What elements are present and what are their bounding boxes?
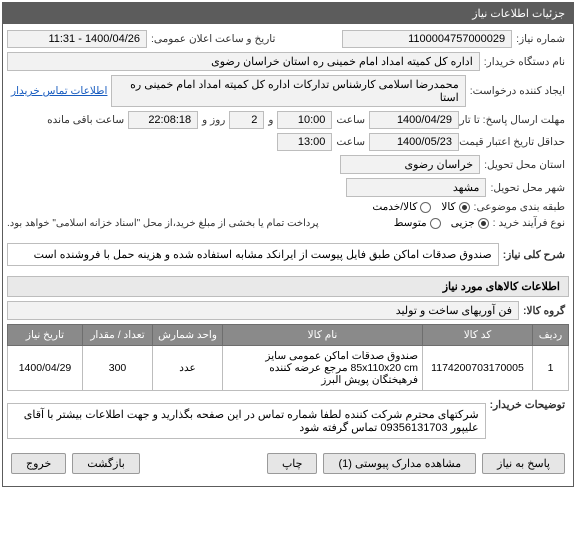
contact-link[interactable]: اطلاعات تماس خریدار — [7, 85, 111, 97]
cell-date: 1400/04/29 — [8, 346, 83, 391]
footer-bar: پاسخ به نیاز مشاهده مدارک پیوستی (1) چاپ… — [7, 447, 569, 480]
cell-code: 1174200703170005 — [423, 346, 533, 391]
group-value: فن آوریهای ساخت و تولید — [7, 301, 519, 320]
class-kala-label: کالا — [441, 201, 455, 213]
cell-unit: عدد — [153, 346, 223, 391]
th-name: نام کالا — [223, 325, 423, 346]
cell-qty: 300 — [83, 346, 153, 391]
reply-button[interactable]: پاسخ به نیاز — [482, 453, 565, 474]
back-button[interactable]: بازگشت — [72, 453, 140, 474]
days-label: روز و — [198, 114, 229, 126]
summary-text: صندوق صدقات اماکن طبق فایل پیوست از ایرا… — [7, 243, 499, 266]
goods-section-title: اطلاعات کالاهای مورد نیاز — [7, 276, 569, 297]
process-joz-radio[interactable]: جزیی — [451, 217, 489, 229]
radio-checked-icon — [459, 202, 470, 213]
requester-value: محمدرضا اسلامی کارشناس تدارکات اداره کل … — [111, 75, 465, 107]
class-radio-group: کالا کالا/خدمت — [372, 201, 469, 213]
days-value: 2 — [229, 111, 264, 129]
process-joz-label: جزیی — [451, 217, 475, 229]
th-date: تاریخ نیاز — [8, 325, 83, 346]
validity-date: 1400/05/23 — [369, 133, 459, 151]
buyer-note-label: توضیحات خریدار: — [486, 399, 569, 411]
table-header-row: ردیف کد کالا نام کالا واحد شمارش تعداد /… — [8, 325, 569, 346]
class-khadamat-radio[interactable]: کالا/خدمت — [372, 201, 431, 213]
time-label-1: ساعت — [332, 114, 369, 126]
city-value: مشهد — [346, 178, 486, 197]
remain-label: ساعت باقی مانده — [43, 114, 128, 126]
payment-note: پرداخت تمام یا بخشی از مبلغ خرید،از محل … — [7, 218, 325, 229]
process-label: نوع فرآیند خرید : — [489, 217, 569, 229]
radio-checked-icon — [478, 218, 489, 229]
goods-table: ردیف کد کالا نام کالا واحد شمارش تعداد /… — [7, 324, 569, 391]
province-value: خراسان رضوی — [340, 155, 480, 174]
buyer-note-text: شرکتهای محترم شرکت کننده لطفا شماره تماس… — [7, 403, 486, 439]
table-row: 1 1174200703170005 صندوق صدقات اماکن عمو… — [8, 346, 569, 391]
remain-time: 22:08:18 — [128, 111, 198, 129]
requester-label: ایجاد کننده درخواست: — [466, 85, 569, 97]
deadline-time: 10:00 — [277, 111, 332, 129]
and-label: و — [264, 114, 277, 126]
validity-time: 13:00 — [277, 133, 332, 151]
deadline-date: 1400/04/29 — [369, 111, 459, 129]
province-label: استان محل تحویل: — [480, 159, 569, 171]
cell-name: صندوق صدقات اماکن عمومی سایز 85x110x20 c… — [223, 346, 423, 391]
announce-label: تاریخ و ساعت اعلان عمومی: — [147, 33, 279, 45]
class-khadamat-label: کالا/خدمت — [372, 201, 417, 213]
th-qty: تعداد / مقدار — [83, 325, 153, 346]
time-label-2: ساعت — [332, 136, 369, 148]
attachments-button[interactable]: مشاهده مدارک پیوستی (1) — [323, 453, 476, 474]
class-label: طبقه بندی موضوعی: — [470, 201, 569, 213]
group-label: گروه کالا: — [519, 305, 569, 317]
form-body: شماره نیاز: 1100004757000029 تاریخ و ساع… — [3, 24, 573, 486]
announce-value: 1400/04/26 - 11:31 — [7, 30, 147, 48]
deadline-label: مهلت ارسال پاسخ: تا تاریخ: — [459, 114, 569, 126]
process-radio-group: جزیی متوسط — [394, 217, 489, 229]
print-button[interactable]: چاپ — [267, 453, 318, 474]
panel-title: جزئیات اطلاعات نیاز — [3, 3, 573, 24]
class-kala-radio[interactable]: کالا — [441, 201, 469, 213]
exit-button[interactable]: خروج — [11, 453, 66, 474]
need-no-label: شماره نیاز: — [512, 33, 569, 45]
city-label: شهر محل تحویل: — [486, 182, 569, 194]
th-unit: واحد شمارش — [153, 325, 223, 346]
cell-row: 1 — [533, 346, 569, 391]
process-mot-label: متوسط — [394, 217, 427, 229]
buyer-org-value: اداره کل کمیته امداد امام خمینی ره استان… — [7, 52, 480, 71]
validity-label: حداقل تاریخ اعتبار قیمت: تا تاریخ: — [459, 136, 569, 148]
radio-icon — [430, 218, 441, 229]
process-mot-radio[interactable]: متوسط — [394, 217, 441, 229]
need-no-value: 1100004757000029 — [342, 30, 512, 48]
buyer-org-label: نام دستگاه خریدار: — [480, 56, 569, 68]
th-code: کد کالا — [423, 325, 533, 346]
details-panel: جزئیات اطلاعات نیاز شماره نیاز: 11000047… — [2, 2, 574, 487]
summary-label: شرح کلی نیاز: — [499, 249, 569, 261]
th-row: ردیف — [533, 325, 569, 346]
radio-icon — [420, 202, 431, 213]
